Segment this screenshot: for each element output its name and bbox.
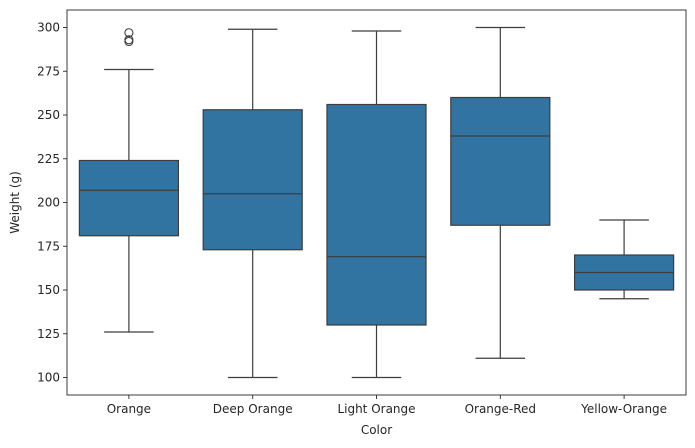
x-tick-label: Orange-Red xyxy=(465,402,536,416)
y-tick-label: 225 xyxy=(37,152,60,166)
y-tick-label: 250 xyxy=(37,108,60,122)
x-tick-label: Deep Orange xyxy=(213,402,293,416)
y-tick-label: 150 xyxy=(37,283,60,297)
x-axis: Orange Deep Orange Light Orange Orange-Red Y… xyxy=(107,395,667,416)
boxes-layer xyxy=(78,26,675,379)
y-axis-label: Weight (g) xyxy=(8,171,22,234)
y-tick-label: 100 xyxy=(37,371,60,385)
box-iqr xyxy=(326,103,427,326)
y-tick-label: 275 xyxy=(37,64,60,78)
y-tick-label: 175 xyxy=(37,239,60,253)
box-group xyxy=(450,26,551,359)
y-tick-label: 125 xyxy=(37,327,60,341)
outlier-point xyxy=(124,35,134,45)
box-group xyxy=(573,219,675,300)
box-iqr xyxy=(78,159,180,237)
y-axis: 100 125 150 175 200 225 250 275 300 xyxy=(37,21,67,385)
box-iqr xyxy=(202,109,303,251)
box-group xyxy=(78,28,180,333)
y-tick-label: 200 xyxy=(37,196,60,210)
box-iqr xyxy=(450,96,551,226)
y-tick-label: 300 xyxy=(37,21,60,35)
x-tick-label: Light Orange xyxy=(337,402,415,416)
x-tick-label: Yellow-Orange xyxy=(580,402,667,416)
box-group xyxy=(202,28,303,379)
x-axis-label: Color xyxy=(361,423,392,437)
x-tick-label: Orange xyxy=(107,402,151,416)
box-group xyxy=(326,30,427,379)
outlier-point xyxy=(124,28,134,38)
